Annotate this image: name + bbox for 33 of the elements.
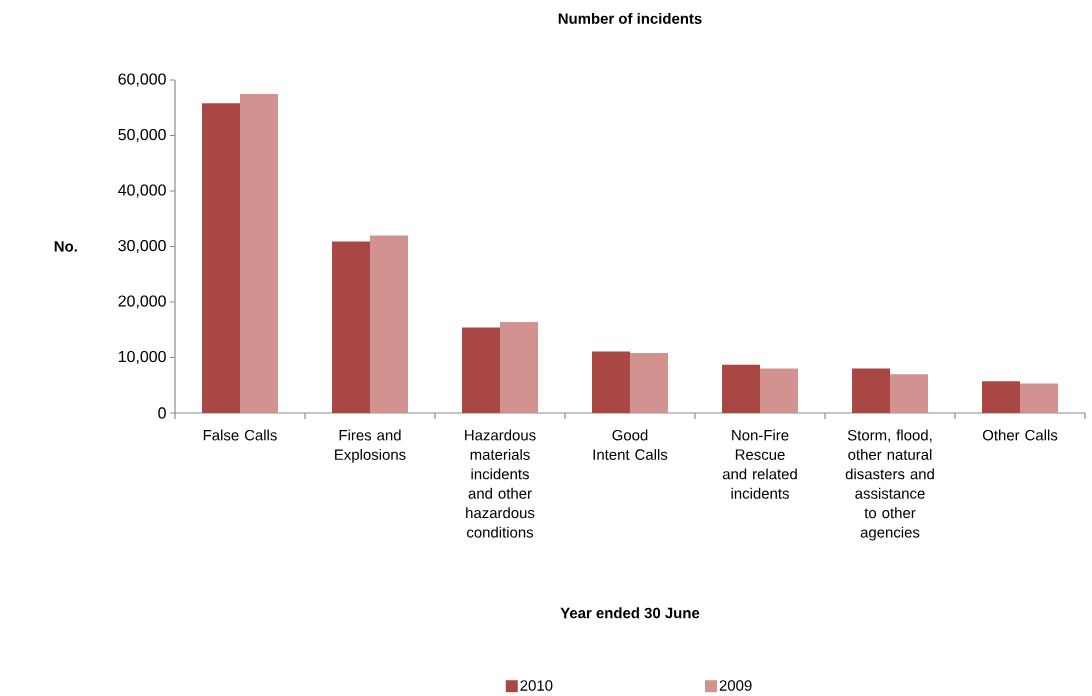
legend-label: 2010 <box>520 680 553 691</box>
bar <box>500 321 538 413</box>
x-tick-label: Non-Fire Rescue and related incidents <box>722 429 797 499</box>
bar <box>852 368 891 413</box>
bar <box>722 364 761 413</box>
bar <box>760 368 799 413</box>
x-tick-label: Fires and Explosions <box>335 429 406 463</box>
x-axis-title: Year ended 30 June <box>560 607 700 619</box>
chart-title: Number of incidents <box>558 12 702 24</box>
x-tick-label: Other Calls <box>982 429 1058 441</box>
bar <box>630 353 668 413</box>
bar <box>240 93 278 413</box>
bar <box>332 241 370 413</box>
bar <box>202 103 240 413</box>
x-tick-label: False Calls <box>203 429 277 441</box>
bar <box>890 374 929 413</box>
x-tick-label: Hazardous materials incidents and other hazardous conditions <box>465 429 536 538</box>
bar <box>592 351 630 413</box>
legend-label: 2009 <box>719 680 752 691</box>
y-tick-label: 60,000 <box>118 73 166 87</box>
x-tick-label: Storm, flood, other natural disasters and assistance to other agencies <box>845 429 934 541</box>
y-tick-label: 40,000 <box>118 184 166 198</box>
y-tick-label: 10,000 <box>118 350 166 365</box>
bar <box>982 381 1021 413</box>
bar <box>370 235 408 413</box>
bar <box>462 327 500 413</box>
y-tick-label: 0 <box>158 407 166 419</box>
bar <box>1020 383 1059 413</box>
x-tick-label: Good Intent Calls <box>593 429 668 460</box>
y-tick-label: 20,000 <box>118 295 166 309</box>
y-tick-label: 50,000 <box>118 128 166 143</box>
y-axis-title: No. <box>54 241 77 252</box>
y-tick-label: 30,000 <box>118 239 166 254</box>
